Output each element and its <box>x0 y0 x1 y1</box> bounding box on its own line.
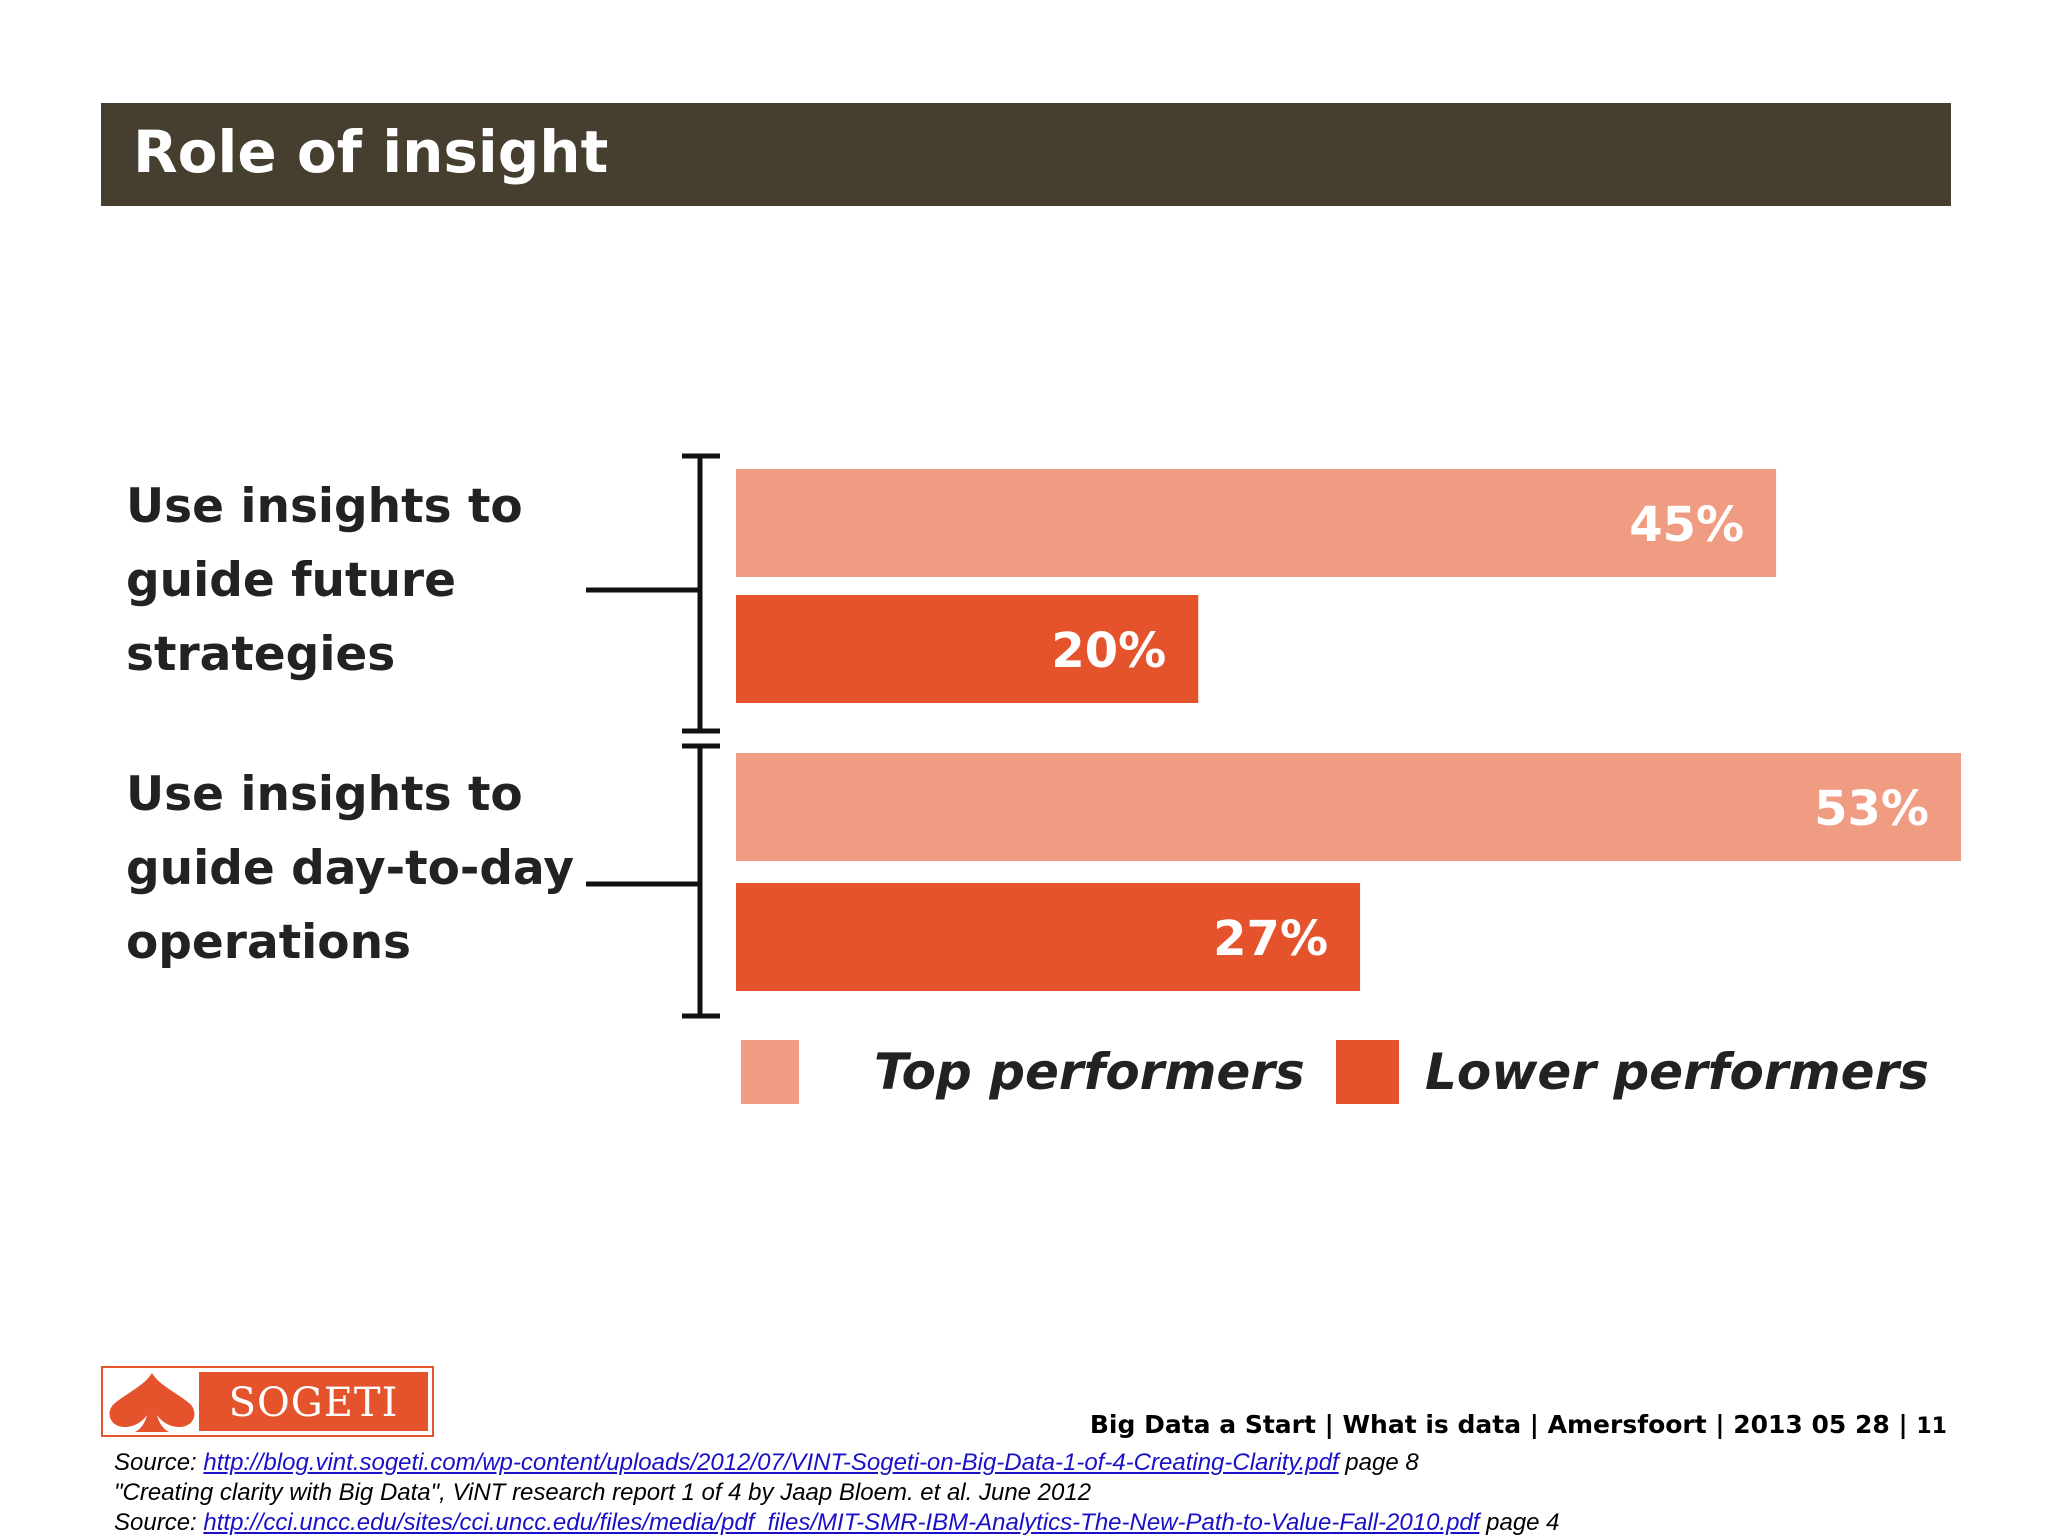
bar-day-to-day-lower-performers <box>736 883 1361 991</box>
bar-future-strategies-top-performers <box>736 469 1777 577</box>
data-label-day-to-day-top-performers: 53% <box>1814 781 1929 837</box>
data-label-future-strategies-top-performers: 45% <box>1629 497 1744 553</box>
bar-day-to-day-top-performers <box>736 753 1961 861</box>
source-2-suffix: page 4 <box>1479 1509 1560 1536</box>
data-label-future-strategies-lower-performers: 20% <box>1051 623 1166 679</box>
source-line-2: Source: http://cci.uncc.edu/sites/cci.un… <box>114 1508 1560 1538</box>
bar-chart: 45% 20% 53% 27% <box>586 453 1961 1019</box>
citation-line: "Creating clarity with Big Data", ViNT r… <box>114 1479 1092 1506</box>
source-line-1: Source: http://blog.vint.sogeti.com/wp-c… <box>114 1448 1419 1478</box>
spade-icon <box>109 1373 195 1432</box>
title-bar: Role of insight <box>101 103 1951 206</box>
source-2-prefix: Source: <box>114 1509 204 1536</box>
source-1-link[interactable]: http://blog.vint.sogeti.com/wp-content/u… <box>203 1449 1339 1476</box>
legend-swatch-top-performers <box>741 1040 799 1104</box>
footer-meta: Big Data a Start | What is data | Amersf… <box>1090 1410 1947 1439</box>
legend-label-top-performers: Top performers <box>874 1043 1305 1101</box>
legend-label-lower-performers: Lower performers <box>1425 1043 1929 1101</box>
logo-text: SOGETI <box>228 1380 399 1426</box>
source-2-link[interactable]: http://cci.uncc.edu/sites/cci.uncc.edu/f… <box>203 1509 1480 1536</box>
footer-meta-text: Big Data a Start | What is data | Amersf… <box>1089 1410 1908 1439</box>
sogeti-logo: SOGETI <box>101 1366 434 1437</box>
page-number: 11 <box>1916 1414 1947 1439</box>
data-label-day-to-day-lower-performers: 27% <box>1213 911 1328 967</box>
category-label-future-strategies: Use insights to guide future strategies <box>126 479 523 682</box>
legend-swatch-lower-performers <box>1336 1040 1399 1104</box>
source-1-suffix: page 8 <box>1338 1449 1419 1476</box>
category-label-day-to-day: Use insights to guide day-to-day operati… <box>126 767 574 970</box>
slide-title: Role of insight <box>133 118 609 186</box>
bar-future-strategies-lower-performers <box>736 595 1199 703</box>
source-1-prefix: Source: <box>114 1449 204 1476</box>
